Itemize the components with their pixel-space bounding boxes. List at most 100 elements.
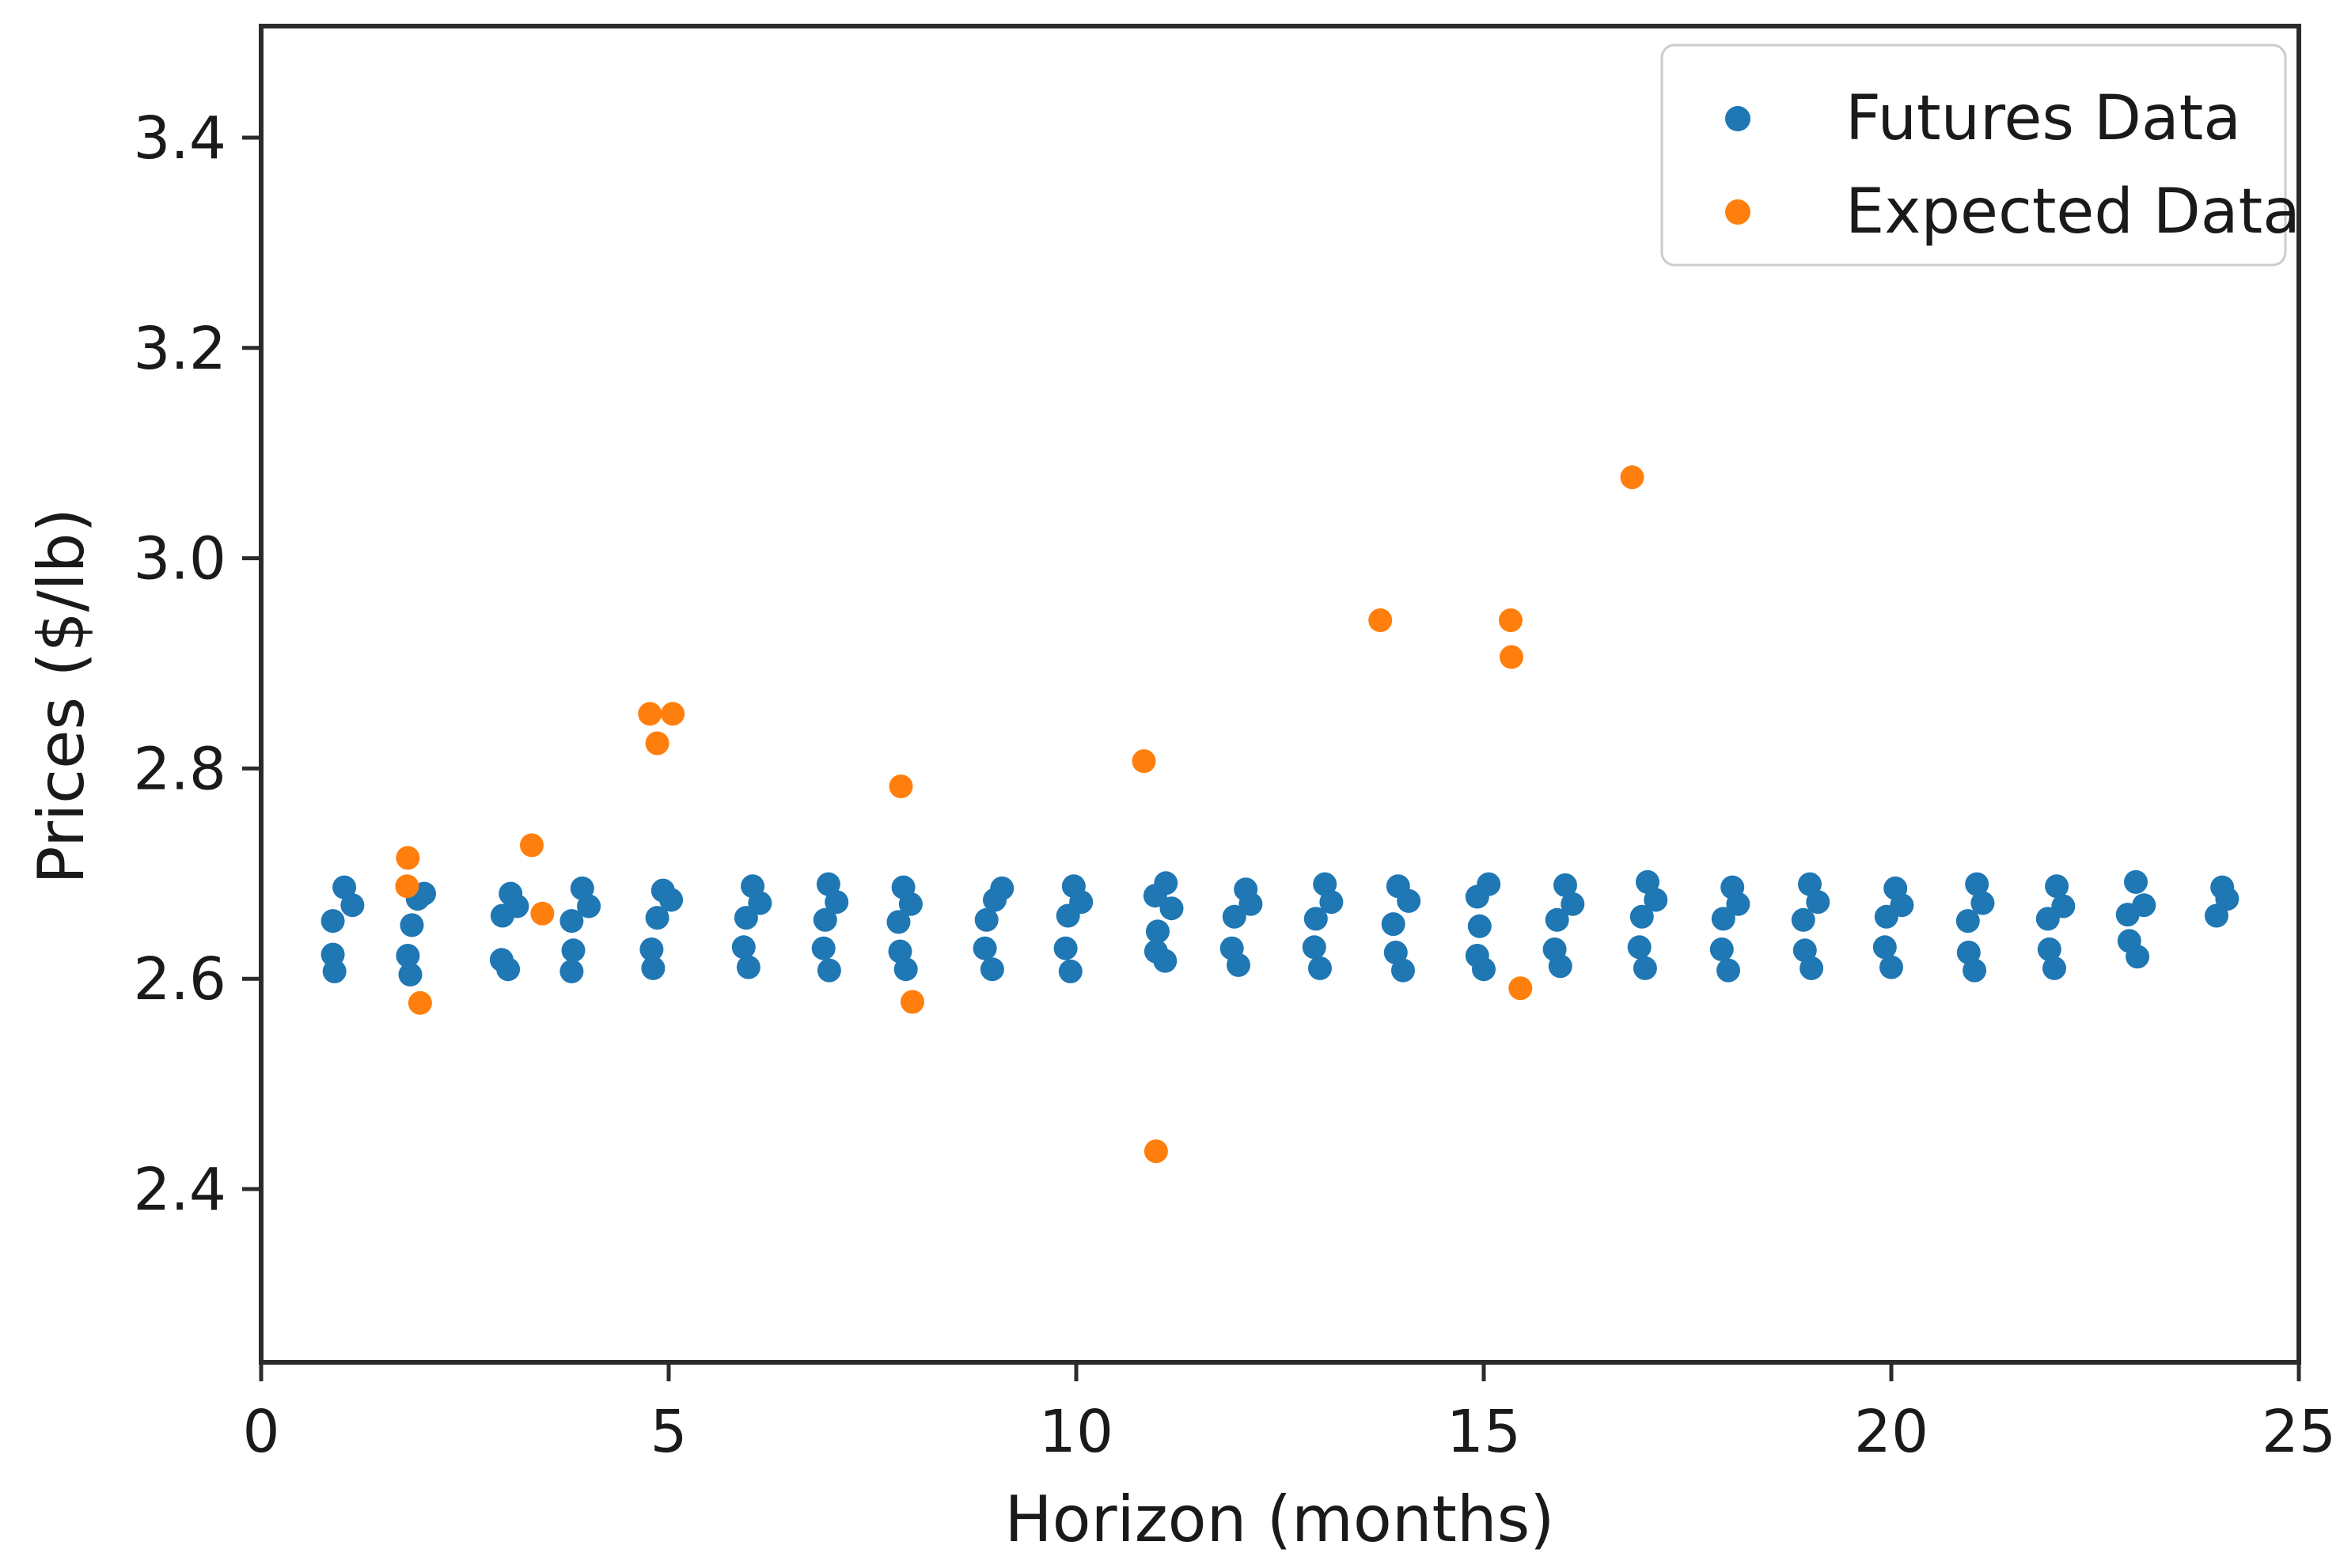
data-point-futures-data <box>1872 935 1897 960</box>
data-point-expected-data <box>901 990 924 1014</box>
data-point-futures-data <box>731 935 756 960</box>
data-point-futures-data <box>320 909 345 934</box>
data-point-futures-data <box>1548 954 1572 979</box>
data-point-futures-data <box>400 913 424 937</box>
x-tick-label: 20 <box>1854 1398 1929 1466</box>
data-point-futures-data <box>1159 896 1184 921</box>
data-point-expected-data <box>1499 608 1523 632</box>
data-point-futures-data <box>1319 890 1344 915</box>
data-point-futures-data <box>886 910 911 934</box>
data-point-futures-data <box>1629 904 1654 929</box>
data-point-futures-data <box>2215 887 2239 911</box>
data-point-expected-data <box>396 846 420 870</box>
data-point-futures-data <box>1143 884 1167 908</box>
data-point-futures-data <box>2045 874 2069 899</box>
data-point-futures-data <box>734 906 758 930</box>
x-tick-label: 5 <box>650 1398 687 1466</box>
data-point-expected-data <box>661 702 685 726</box>
data-point-futures-data <box>1791 907 1815 932</box>
data-point-futures-data <box>2124 869 2148 894</box>
data-point-futures-data <box>816 872 840 896</box>
data-point-futures-data <box>332 875 357 900</box>
data-point-futures-data <box>561 938 586 963</box>
data-point-futures-data <box>1636 869 1659 894</box>
data-point-futures-data <box>1383 941 1408 964</box>
data-point-expected-data <box>889 775 913 798</box>
data-point-futures-data <box>1955 909 1980 934</box>
data-point-futures-data <box>496 957 521 982</box>
x-tick-label: 15 <box>1447 1398 1521 1466</box>
data-point-expected-data <box>395 874 419 899</box>
data-point-futures-data <box>490 903 514 928</box>
data-point-futures-data <box>1153 949 1178 973</box>
data-point-futures-data <box>577 894 601 918</box>
x-axis-title: Horizon (months) <box>1004 1483 1554 1556</box>
data-point-futures-data <box>1711 907 1735 931</box>
data-point-expected-data <box>638 702 662 726</box>
data-point-futures-data <box>645 906 669 930</box>
data-point-futures-data <box>1227 953 1250 977</box>
data-point-futures-data <box>1472 957 1496 982</box>
data-point-futures-data <box>1726 892 1750 916</box>
x-tick-label: 0 <box>242 1398 279 1466</box>
data-point-futures-data <box>1874 904 1898 929</box>
data-point-futures-data <box>396 944 420 968</box>
data-point-futures-data <box>1800 956 1824 980</box>
data-point-futures-data <box>1397 888 1421 913</box>
data-point-futures-data <box>2037 937 2061 961</box>
data-point-futures-data <box>2205 903 2228 928</box>
data-point-expected-data <box>1620 465 1644 490</box>
data-point-futures-data <box>1222 904 1246 929</box>
data-point-expected-data <box>1132 749 1156 774</box>
data-point-futures-data <box>659 888 684 912</box>
data-point-futures-data <box>1238 892 1263 916</box>
data-point-futures-data <box>1465 884 1489 909</box>
data-point-futures-data <box>1963 958 1987 983</box>
plot-area: 0 5 10 15 20 25 2.4 2.6 2.8 3.0 3.2 3.4 <box>133 24 2336 1466</box>
data-point-futures-data <box>2035 907 2060 931</box>
legend-label-futures: Futures Data <box>1845 83 2241 154</box>
data-point-futures-data <box>1561 892 1585 916</box>
data-point-futures-data <box>1792 938 1817 963</box>
data-point-futures-data <box>1633 956 1657 980</box>
data-point-futures-data <box>1716 958 1740 983</box>
data-point-expected-data <box>1143 1139 1168 1164</box>
data-point-futures-data <box>2042 956 2066 980</box>
x-tick-label: 25 <box>2262 1398 2336 1466</box>
data-point-futures-data <box>736 955 760 979</box>
data-point-futures-data <box>1303 907 1328 931</box>
data-point-expected-data <box>645 731 669 756</box>
data-point-futures-data <box>1058 959 1083 983</box>
data-point-futures-data <box>888 939 912 964</box>
data-point-expected-data <box>1508 976 1533 1001</box>
data-point-futures-data <box>1879 955 1903 979</box>
data-point-futures-data <box>1553 873 1577 897</box>
data-point-futures-data <box>813 907 837 932</box>
data-point-futures-data <box>559 959 584 983</box>
data-point-futures-data <box>398 962 423 987</box>
data-point-expected-data <box>530 901 555 926</box>
data-point-expected-data <box>1368 608 1393 632</box>
data-point-futures-data <box>1709 937 1734 961</box>
legend-box <box>1660 44 2287 267</box>
data-point-futures-data <box>2115 903 2140 927</box>
data-point-futures-data <box>570 876 594 900</box>
data-point-futures-data <box>1391 958 1415 983</box>
y-tick-label: 3.4 <box>133 104 226 172</box>
data-point-expected-data <box>1500 645 1523 669</box>
data-point-futures-data <box>973 936 997 960</box>
data-point-futures-data <box>322 959 347 983</box>
data-point-futures-data <box>980 957 1004 982</box>
y-tick-label: 2.4 <box>133 1156 226 1224</box>
data-point-futures-data <box>1970 891 1995 915</box>
data-point-futures-data <box>1308 956 1332 980</box>
data-point-futures-data <box>1381 912 1405 937</box>
data-point-futures-data <box>2126 945 2150 969</box>
data-point-futures-data <box>1302 935 1326 960</box>
y-tick-label: 3.0 <box>133 525 226 593</box>
data-point-futures-data <box>1965 872 1989 896</box>
y-tick-label: 3.2 <box>133 315 226 383</box>
legend: Futures Data Expected Data <box>1660 44 2300 267</box>
